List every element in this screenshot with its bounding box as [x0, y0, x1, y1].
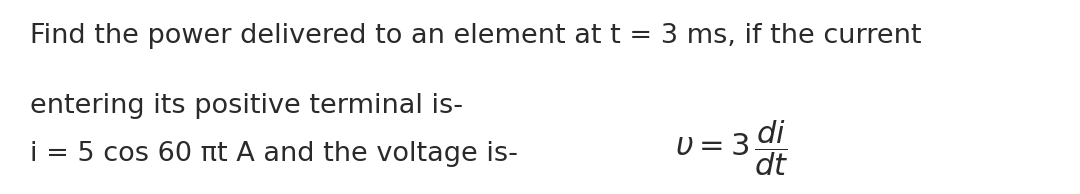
Text: $\upsilon = 3\,\dfrac{di}{dt}$: $\upsilon = 3\,\dfrac{di}{dt}$ [675, 119, 788, 178]
Text: Find the power delivered to an element at t = 3 ms, if the current: Find the power delivered to an element a… [30, 23, 921, 49]
Text: entering its positive terminal is-: entering its positive terminal is- [30, 93, 463, 119]
Text: i = 5 cos 60 πt A and the voltage is-: i = 5 cos 60 πt A and the voltage is- [30, 141, 527, 167]
